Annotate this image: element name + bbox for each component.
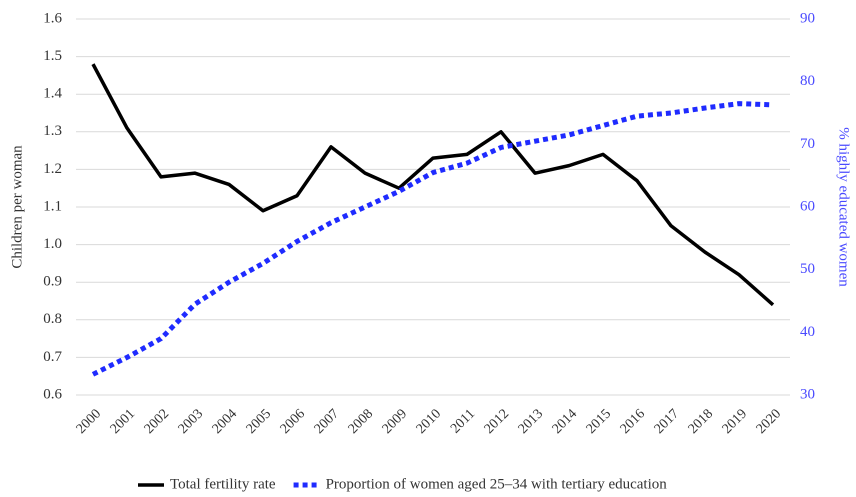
y2-tick-label: 90	[800, 10, 815, 26]
y2-axis-label: % highly educated women	[836, 127, 852, 287]
y-tick-label: 1.6	[43, 10, 62, 26]
y2-tick-label: 80	[800, 73, 815, 89]
x-tick-label: 2019	[720, 406, 750, 436]
y2-tick-label: 30	[800, 386, 815, 402]
series-line	[91, 101, 774, 377]
x-tick-label: 2007	[312, 406, 342, 436]
series-line	[91, 63, 775, 307]
y-tick-label: 1.3	[43, 123, 62, 139]
x-tick-label: 2013	[516, 406, 546, 436]
x-tick-label: 2016	[618, 406, 648, 436]
y2-tick-label: 50	[800, 261, 815, 277]
x-tick-label: 2017	[652, 406, 682, 436]
y2-tick-label: 60	[800, 198, 815, 214]
y2-tick-label: 70	[800, 136, 815, 152]
x-tick-label: 2002	[142, 406, 172, 436]
x-tick-label: 2020	[754, 406, 784, 436]
y-tick-label: 0.9	[43, 274, 62, 290]
y2-tick-label: 40	[800, 324, 815, 340]
y-tick-label: 1.0	[43, 236, 62, 252]
x-tick-label: 2005	[244, 406, 274, 436]
x-tick-label: 2014	[550, 406, 580, 436]
x-tick-label: 2006	[278, 406, 308, 436]
x-tick-label: 2010	[414, 406, 444, 436]
x-tick-label: 2000	[74, 406, 104, 436]
x-tick-label: 2018	[686, 406, 716, 436]
x-tick-label: 2003	[176, 406, 206, 436]
x-tick-label: 2009	[380, 406, 410, 436]
x-tick-label: 2015	[584, 406, 614, 436]
x-tick-label: 2008	[346, 406, 376, 436]
legend-label: Total fertility rate	[170, 476, 276, 492]
x-tick-label: 2012	[482, 406, 512, 436]
y-tick-label: 1.2	[43, 161, 62, 177]
y-tick-label: 1.4	[43, 86, 62, 102]
y-tick-label: 0.8	[43, 311, 62, 327]
y-tick-label: 1.1	[43, 198, 62, 214]
legend-label: Proportion of women aged 25–34 with tert…	[326, 476, 668, 492]
x-tick-label: 2004	[210, 406, 240, 436]
x-tick-label: 2011	[448, 406, 478, 436]
y-tick-label: 0.6	[43, 386, 62, 402]
y-axis-label: Children per woman	[9, 145, 25, 269]
x-tick-label: 2001	[108, 406, 138, 436]
y-tick-label: 1.5	[43, 48, 62, 64]
y-tick-label: 0.7	[43, 349, 62, 365]
